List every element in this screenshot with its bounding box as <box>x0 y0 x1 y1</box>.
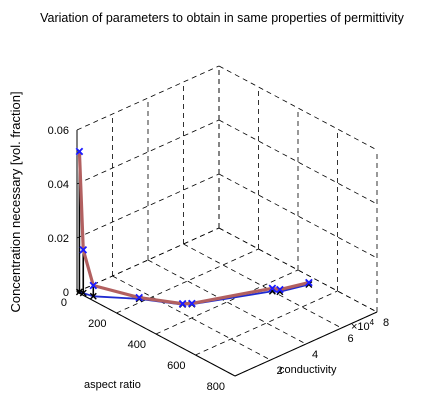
x-marker <box>79 289 87 297</box>
grid-lines <box>76 65 378 377</box>
x-marker <box>268 284 277 293</box>
x-tick-label: 400 <box>128 339 146 351</box>
grid-line <box>195 290 338 356</box>
x-tick-label: 200 <box>88 318 106 330</box>
axis-lines <box>76 130 378 377</box>
x-marker <box>75 288 83 296</box>
x-marker <box>305 278 313 287</box>
grid-line <box>218 65 378 151</box>
grid-line <box>116 248 259 314</box>
chart-title: Variation of parameters to obtain in sam… <box>40 11 405 25</box>
grid-line <box>76 227 220 293</box>
z-tick-label: 0 <box>63 287 69 299</box>
y-tick-label: 6 <box>348 333 354 345</box>
y-axis-line <box>234 311 378 377</box>
curve-3d <box>75 147 313 308</box>
y-axis-multiplier: ×104 <box>351 318 375 333</box>
x-axis-label: aspect ratio <box>84 379 141 391</box>
x-marker <box>79 246 88 254</box>
x-tick-label: 600 <box>167 360 185 372</box>
grid-line <box>183 243 342 329</box>
y-tick-label: 4 <box>312 349 318 361</box>
y-axis-label: conductivity <box>279 364 337 376</box>
z-tick-label: 0.02 <box>48 233 69 245</box>
grid-line <box>76 173 220 239</box>
x-marker <box>276 285 284 294</box>
x-tick-label: 800 <box>207 381 225 393</box>
z-axis-label: Concentration necessary [vol. fraction] <box>8 91 23 312</box>
x-tick-label: 0 <box>61 297 67 309</box>
z-tick-label: 0.06 <box>48 125 69 137</box>
x-axis-line <box>76 291 236 377</box>
x-marker <box>135 293 144 302</box>
grid-line <box>112 275 271 361</box>
grid-line <box>76 119 220 185</box>
x-marker <box>178 299 187 308</box>
x-marker <box>75 147 84 156</box>
grid-line <box>218 119 378 205</box>
x-marker <box>89 281 98 290</box>
y-tick-label: 2 <box>277 365 283 377</box>
grid-line <box>76 65 220 131</box>
grid-line <box>218 173 378 259</box>
tick-labels: 0 0.02 0.04 0.06 0 200 400 600 800 2 4 6 8 <box>48 125 390 393</box>
y-tick-label: 8 <box>383 317 389 329</box>
z-tick-label: 0.04 <box>48 179 69 191</box>
grid-line <box>218 227 378 313</box>
grid-line <box>155 269 299 335</box>
x-marker <box>188 299 196 308</box>
grid-line <box>147 259 307 345</box>
x-marker <box>89 292 97 300</box>
